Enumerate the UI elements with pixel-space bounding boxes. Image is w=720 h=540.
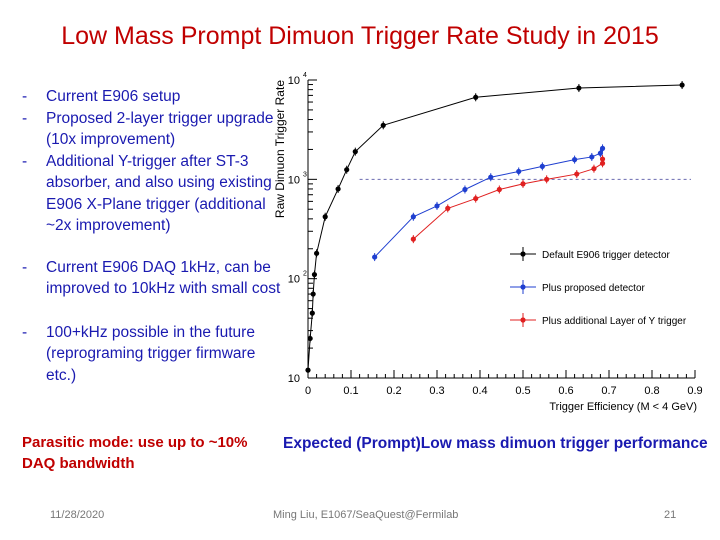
bullet-item: - 100+kHz possible in the future (reprog…	[22, 322, 284, 387]
bullet-text: Current E906 DAQ 1kHz, can be improved t…	[46, 258, 281, 298]
data-point	[410, 214, 416, 220]
x-axis-title: Trigger Efficiency (M < 4 GeV)	[549, 401, 697, 413]
data-point	[410, 236, 416, 242]
x-tick-label: 0.2	[386, 385, 401, 397]
data-point	[599, 160, 606, 166]
bullet-list: - Current E906 setup - Proposed 2-layer …	[22, 86, 284, 386]
series-line	[307, 84, 683, 371]
legend-marker	[520, 251, 526, 257]
bullet-dash: -	[22, 258, 28, 276]
y-tick-exponent: 3	[303, 171, 307, 178]
x-tick-label: 0.9	[687, 385, 702, 397]
data-point	[445, 205, 451, 211]
data-point	[488, 174, 494, 180]
y-tick-label: 10	[288, 75, 300, 87]
x-tick-label: 0.7	[601, 385, 616, 397]
y-axis-title: Raw Dimuon Trigger Rate	[273, 80, 287, 218]
data-point	[462, 186, 468, 193]
data-point	[574, 171, 580, 177]
data-point	[322, 214, 328, 220]
bullet-text: Proposed 2-layer trigger upgrade (10x im…	[46, 109, 274, 149]
bullet-text: Current E906 setup	[46, 88, 181, 105]
x-tick-label: 0.3	[429, 385, 444, 397]
data-point	[352, 149, 358, 155]
bullet-text: Additional Y-trigger after ST-3 absorber…	[46, 152, 272, 235]
data-point	[599, 156, 606, 162]
chart-series-group	[305, 81, 685, 375]
y-tick-exponent: 4	[303, 72, 307, 79]
data-point	[434, 203, 440, 209]
data-point	[496, 186, 502, 193]
data-point	[589, 154, 595, 160]
data-point	[599, 145, 606, 151]
data-point	[473, 94, 479, 100]
data-point	[309, 310, 315, 316]
bullet-dash: -	[22, 109, 28, 127]
data-point	[520, 181, 526, 187]
data-point	[372, 254, 378, 260]
y-tick-label: 10	[288, 373, 300, 385]
data-point	[516, 168, 522, 175]
footer-page-number: 21	[664, 509, 677, 521]
parasitic-note: Parasitic mode: use up to ~10% DAQ bandw…	[22, 434, 248, 472]
footer-author: Ming Liu, E1067/SeaQuest@Fermilab	[273, 509, 459, 521]
series-line	[413, 159, 604, 240]
data-point	[380, 122, 386, 128]
legend-label: Default E906 trigger detector	[542, 250, 671, 261]
data-point	[310, 291, 316, 297]
y-tick-label: 10	[288, 274, 300, 286]
data-point	[473, 195, 479, 202]
bullet-item: - Additional Y-trigger after ST-3 absorb…	[22, 151, 284, 237]
data-point	[576, 85, 582, 91]
legend-marker	[520, 317, 526, 323]
data-point	[591, 166, 597, 172]
bullet-item: - Current E906 DAQ 1kHz, can be improved…	[22, 257, 284, 300]
x-tick-label: 0.1	[343, 385, 358, 397]
x-tick-label: 0.6	[558, 385, 573, 397]
footer-date: 11/28/2020	[50, 509, 105, 521]
bullet-dash: -	[22, 88, 28, 105]
data-point	[597, 150, 603, 156]
x-tick-label: 0	[305, 385, 311, 397]
legend-marker	[520, 284, 526, 290]
y-tick-exponent: 2	[303, 271, 307, 278]
data-point	[344, 167, 350, 173]
data-point	[335, 186, 341, 192]
x-tick-label: 0.5	[515, 385, 530, 397]
data-point	[572, 157, 578, 163]
chart-legend: Default E906 trigger detector Plus propos…	[510, 247, 687, 327]
legend-label: Plus proposed detector	[542, 283, 646, 294]
data-point	[544, 176, 550, 182]
bullet-item: - Proposed 2-layer trigger upgrade (10x …	[22, 108, 284, 151]
x-tick-label: 0.8	[644, 385, 659, 397]
series-line	[374, 148, 604, 258]
data-point	[314, 250, 320, 256]
y-tick-label: 10	[288, 174, 300, 186]
data-point	[539, 163, 545, 169]
chart-caption: Expected (Prompt)Low mass dimuon trigger…	[283, 435, 708, 452]
chart-frame	[307, 80, 695, 379]
data-point	[311, 271, 318, 278]
bullet-item: - Current E906 setup	[22, 86, 284, 108]
x-tick-label: 0.4	[472, 385, 487, 397]
data-point	[679, 82, 685, 88]
legend-label: Plus additional Layer of Y trigger	[542, 316, 687, 327]
bullet-dash: -	[22, 152, 28, 170]
data-point	[307, 335, 313, 342]
bullet-text: 100+kHz possible in the future (reprogra…	[46, 323, 256, 384]
slide-title: Low Mass Prompt Dimuon Trigger Rate Stud…	[61, 22, 659, 50]
bullet-dash: -	[22, 323, 28, 341]
